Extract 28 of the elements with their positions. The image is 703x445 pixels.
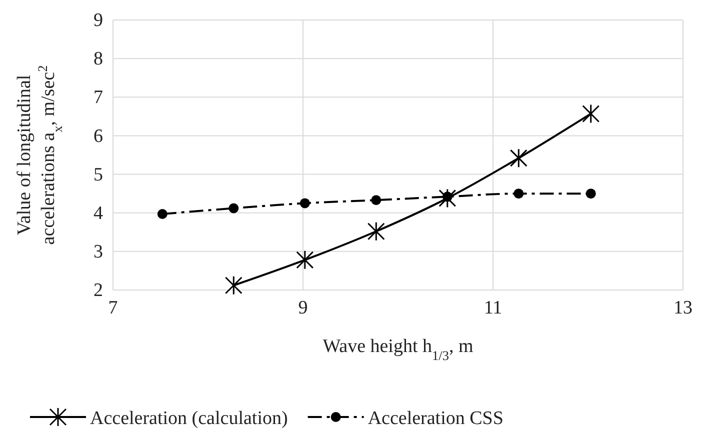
y-tick-label: 2 [94, 280, 103, 302]
x-axis-title: Wave height h$_{1/3}$, m [322, 336, 474, 362]
point [224, 276, 242, 296]
point [586, 188, 596, 199]
x-tick-label: 9 [298, 297, 308, 318]
point [371, 195, 382, 206]
point [510, 148, 528, 168]
point [582, 104, 600, 124]
point [514, 188, 524, 199]
point [367, 222, 385, 242]
point [442, 192, 452, 202]
y-tick-label: 7 [94, 87, 103, 108]
y-tick-label: 8 [94, 48, 103, 70]
point [300, 198, 310, 208]
y-tick-label: 9 [94, 10, 103, 32]
point [228, 203, 239, 214]
x-tick-label: 7 [108, 297, 118, 318]
point [296, 250, 314, 270]
point [157, 209, 168, 220]
y-tick-label: 3 [94, 242, 103, 263]
legend-label: Acceleration (calculation) [90, 408, 288, 429]
y-tick-label: 6 [94, 126, 103, 147]
legend-label: Acceleration CSS [368, 408, 504, 429]
point [438, 188, 456, 208]
y-tick-label: 5 [94, 164, 103, 186]
x-tick-label: 11 [484, 297, 502, 318]
y-tick-label: 4 [94, 202, 104, 224]
x-tick-label: 13 [674, 297, 692, 318]
